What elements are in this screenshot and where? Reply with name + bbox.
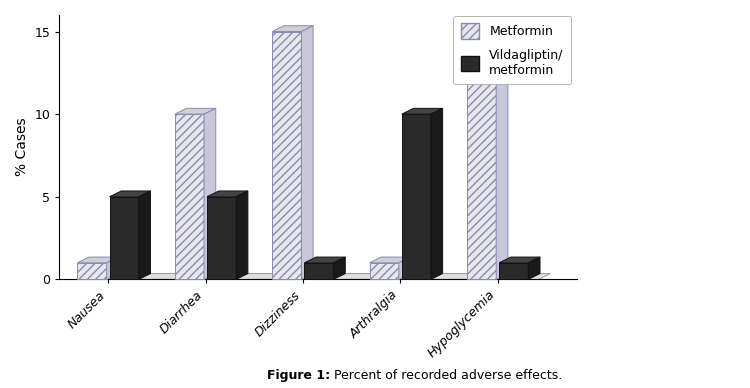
Polygon shape (236, 191, 248, 279)
Polygon shape (431, 108, 442, 279)
Text: Percent of recorded adverse effects.: Percent of recorded adverse effects. (330, 369, 562, 382)
Polygon shape (402, 108, 442, 114)
Polygon shape (106, 257, 118, 279)
Text: Figure 1:: Figure 1: (267, 369, 330, 382)
Polygon shape (77, 263, 106, 279)
Polygon shape (110, 191, 151, 197)
Polygon shape (175, 114, 204, 279)
Polygon shape (139, 191, 151, 279)
Polygon shape (272, 26, 313, 31)
Polygon shape (496, 26, 508, 279)
Polygon shape (204, 108, 216, 279)
Polygon shape (370, 263, 399, 279)
Polygon shape (304, 257, 345, 263)
Polygon shape (467, 26, 508, 31)
Polygon shape (207, 197, 236, 279)
Polygon shape (304, 263, 334, 279)
Y-axis label: % Cases: % Cases (15, 118, 29, 177)
Polygon shape (272, 31, 302, 279)
Legend: Metformin, Vildagliptin/
metformin: Metformin, Vildagliptin/ metformin (453, 16, 572, 84)
Polygon shape (370, 257, 410, 263)
Polygon shape (77, 257, 118, 263)
Polygon shape (207, 191, 248, 197)
Polygon shape (467, 31, 496, 279)
Polygon shape (175, 108, 216, 114)
Polygon shape (528, 257, 540, 279)
Polygon shape (402, 114, 431, 279)
Polygon shape (499, 257, 540, 263)
Polygon shape (79, 274, 550, 279)
Polygon shape (334, 257, 345, 279)
Polygon shape (110, 197, 139, 279)
Polygon shape (302, 26, 313, 279)
Polygon shape (499, 263, 528, 279)
Polygon shape (399, 257, 410, 279)
